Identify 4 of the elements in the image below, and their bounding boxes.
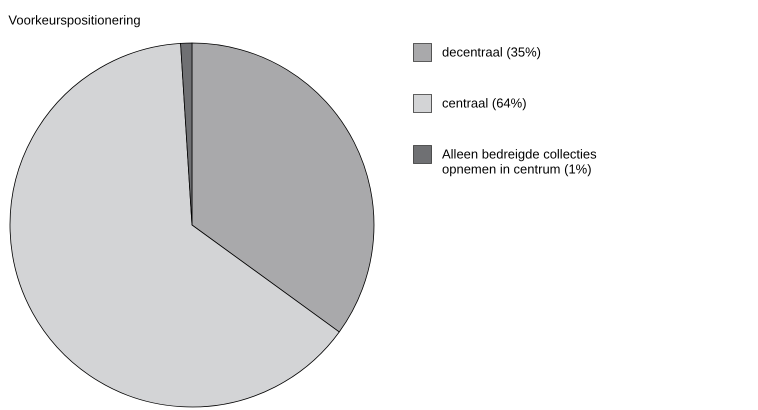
legend-label: centraal (64%) [442, 96, 527, 110]
chart-title: Voorkeurspositionering [8, 12, 141, 28]
legend-label: Alleen bedreigde collecties opnemen in centrum (1%) [442, 146, 598, 176]
legend-label: decentraal (35%) [442, 44, 541, 60]
